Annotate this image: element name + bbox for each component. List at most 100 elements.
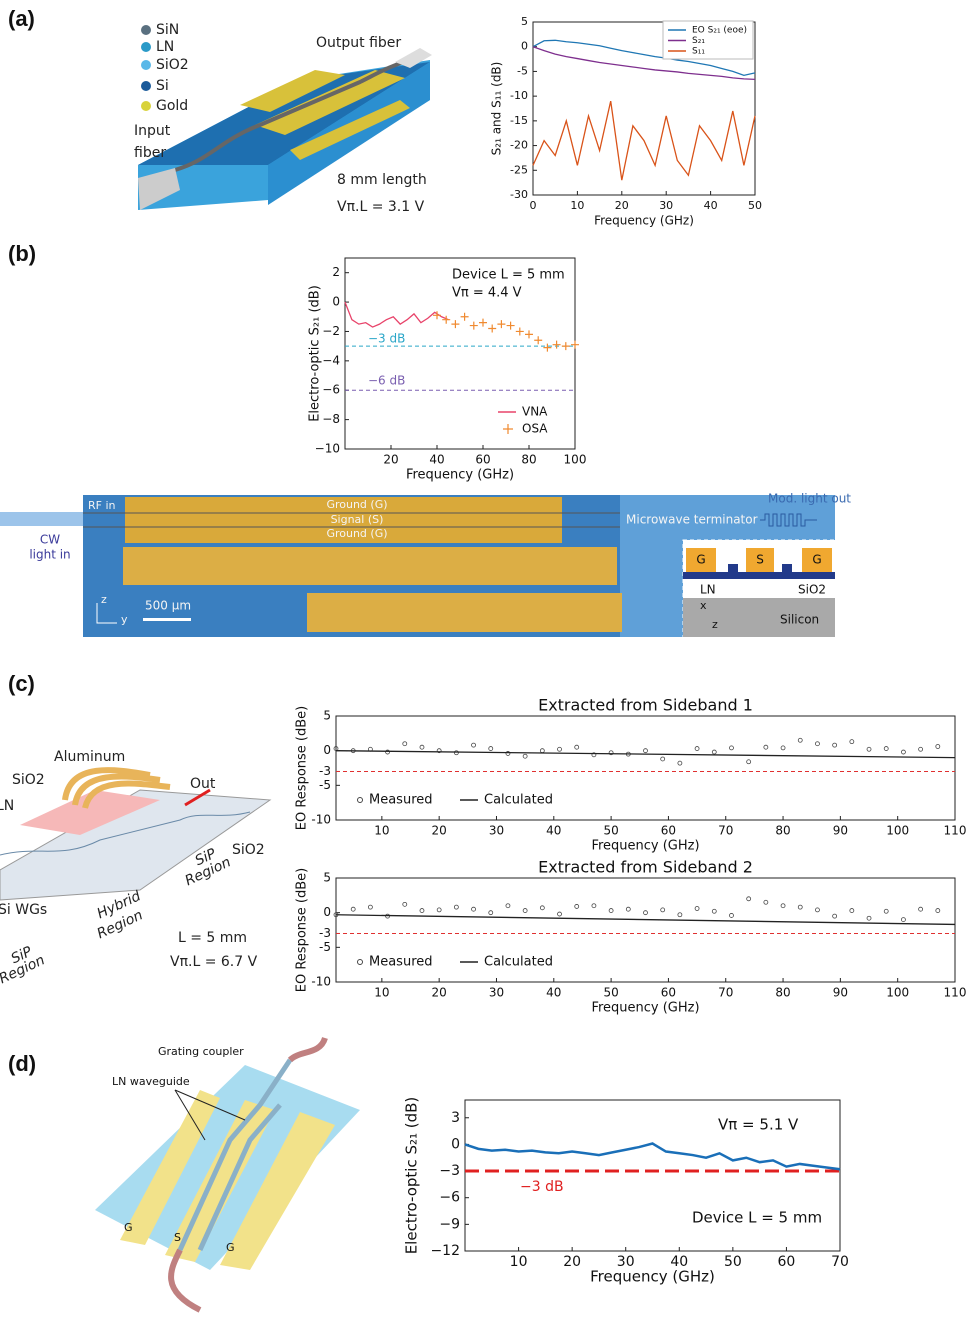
annotation: Device L = 5 mm bbox=[692, 1209, 822, 1227]
y-axis-label: Electro-optic S₂₁ (dB) bbox=[403, 1097, 421, 1255]
x-axis-label: Frequency (GHz) bbox=[590, 1268, 715, 1286]
y-tick-label: −6 bbox=[322, 383, 340, 397]
y-tick-label: -10 bbox=[311, 813, 331, 827]
label: y bbox=[121, 613, 128, 626]
x-tick-label: 100 bbox=[886, 986, 909, 1000]
y-tick-label: 2 bbox=[332, 265, 340, 279]
x-tick-label: 20 bbox=[615, 199, 629, 212]
x-tick-label: 60 bbox=[661, 824, 676, 838]
y-tick-label: −3 bbox=[439, 1163, 460, 1179]
label: LN waveguide bbox=[112, 1075, 190, 1088]
label: fiber bbox=[134, 145, 166, 161]
label: Silicon bbox=[780, 613, 819, 627]
label: Ground (G) bbox=[326, 527, 387, 540]
electrode bbox=[307, 593, 622, 632]
x-tick-label: 60 bbox=[661, 986, 676, 1000]
legend-label: SiO2 bbox=[156, 57, 189, 73]
legend-label: VNA bbox=[522, 405, 548, 419]
chart-title: Extracted from Sideband 2 bbox=[538, 858, 753, 877]
x-tick-label: 20 bbox=[563, 1254, 581, 1270]
label: L = 5 mm bbox=[178, 930, 247, 946]
label: S bbox=[756, 553, 764, 567]
x-tick-label: 70 bbox=[718, 824, 733, 838]
x-tick-label: 30 bbox=[659, 199, 673, 212]
chart-title: Extracted from Sideband 1 bbox=[538, 696, 753, 715]
x-tick-label: 20 bbox=[383, 453, 398, 467]
label: LN bbox=[0, 798, 14, 814]
label: G bbox=[812, 553, 821, 567]
ridge bbox=[728, 564, 738, 572]
y-tick-label: 5 bbox=[323, 709, 331, 723]
x-tick-label: 90 bbox=[833, 824, 848, 838]
x-tick-label: 80 bbox=[775, 824, 790, 838]
ln-layer bbox=[683, 572, 835, 579]
legend-label: Gold bbox=[156, 98, 188, 114]
legend-label: Measured bbox=[369, 955, 433, 970]
x-tick-label: 100 bbox=[564, 453, 587, 467]
x-tick-label: 20 bbox=[432, 986, 447, 1000]
panel-label: (c) bbox=[8, 671, 35, 696]
y-tick-label: -5 bbox=[517, 64, 528, 77]
label: Signal (S) bbox=[331, 513, 384, 526]
x-tick-label: 100 bbox=[886, 824, 909, 838]
x-tick-label: 60 bbox=[778, 1254, 796, 1270]
label: G bbox=[226, 1241, 235, 1254]
label: SiO2 bbox=[12, 772, 45, 788]
x-tick-label: 30 bbox=[489, 824, 504, 838]
x-tick-label: 20 bbox=[432, 824, 447, 838]
x-tick-label: 10 bbox=[374, 986, 389, 1000]
y-axis-label: Electro-optic S₂₁ (dB) bbox=[308, 285, 323, 422]
reference-label: −3 dB bbox=[368, 332, 405, 346]
x-tick-label: 70 bbox=[831, 1254, 849, 1270]
y-tick-label: -15 bbox=[510, 114, 528, 127]
legend-dot bbox=[141, 81, 151, 91]
y-tick-label: 0 bbox=[323, 905, 331, 919]
label: Mod. light out bbox=[768, 492, 851, 506]
x-axis-label: Frequency (GHz) bbox=[406, 468, 514, 483]
reference-label: −6 dB bbox=[368, 374, 405, 388]
x-tick-label: 110 bbox=[944, 986, 967, 1000]
label: Aluminum bbox=[54, 749, 125, 765]
label: light in bbox=[29, 548, 70, 562]
y-tick-label: -3 bbox=[319, 764, 331, 778]
y-tick-label: -10 bbox=[311, 975, 331, 989]
x-tick-label: 50 bbox=[603, 824, 618, 838]
annotation: Vπ = 4.4 V bbox=[452, 286, 522, 301]
x-tick-label: 60 bbox=[475, 453, 490, 467]
y-axis-label: EO Response (dBe) bbox=[295, 868, 310, 992]
input-beam bbox=[0, 512, 84, 526]
ridge bbox=[782, 564, 792, 572]
annotation: Vπ = 5.1 V bbox=[718, 1116, 799, 1134]
x-tick-label: 40 bbox=[429, 453, 444, 467]
label: Ground (G) bbox=[326, 498, 387, 511]
legend-dot bbox=[141, 60, 151, 70]
y-tick-label: 0 bbox=[521, 40, 528, 53]
x-tick-label: 40 bbox=[546, 824, 561, 838]
label: CW bbox=[40, 533, 60, 547]
legend-dot bbox=[141, 42, 151, 52]
legend-label: Measured bbox=[369, 793, 433, 808]
legend-label: OSA bbox=[522, 422, 548, 436]
y-tick-label: −10 bbox=[315, 442, 340, 456]
label: Grating coupler bbox=[158, 1045, 244, 1058]
y-tick-label: 0 bbox=[332, 295, 340, 309]
x-tick-label: 70 bbox=[718, 986, 733, 1000]
device-b: RF in Ground (G) Signal (S) Ground (G) M… bbox=[0, 492, 851, 638]
label: x bbox=[700, 599, 707, 612]
x-tick-label: 80 bbox=[521, 453, 536, 467]
y-tick-label: −6 bbox=[439, 1190, 460, 1206]
y-tick-label: -10 bbox=[510, 89, 528, 102]
y-tick-label: 5 bbox=[323, 871, 331, 885]
label: S bbox=[174, 1231, 181, 1244]
legend-label: S₁₁ bbox=[692, 47, 705, 57]
label: G bbox=[124, 1221, 133, 1234]
legend-label: SiN bbox=[156, 22, 179, 38]
label: RF in bbox=[88, 499, 116, 512]
label: Microwave terminator bbox=[626, 513, 758, 527]
legend-label: Calculated bbox=[484, 955, 553, 970]
legend-dot bbox=[141, 101, 151, 111]
reference-label: −3 dB bbox=[520, 1179, 564, 1195]
label: z bbox=[101, 593, 107, 606]
label: Vπ.L = 6.7 V bbox=[170, 954, 258, 970]
y-tick-label: -3 bbox=[319, 926, 331, 940]
